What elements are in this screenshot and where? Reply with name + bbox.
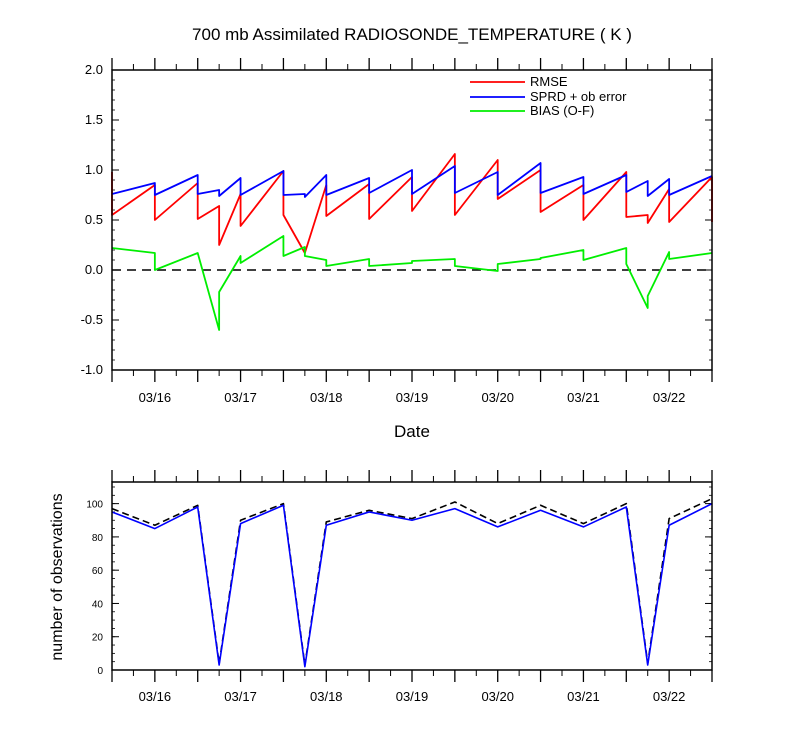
y-tick-label: 0 (97, 666, 103, 677)
legend-label-rmse: RMSE (530, 74, 568, 89)
y-tick-label: 0.0 (85, 262, 103, 277)
x-tick-label: 03/22 (653, 689, 686, 704)
y-tick-label: 20 (92, 633, 104, 644)
y-tick-label: -1.0 (81, 362, 103, 377)
x-tick-label: 03/21 (567, 390, 600, 405)
y-tick-label: 0.5 (85, 212, 103, 227)
y-tick-label: 1.0 (85, 162, 103, 177)
x-tick-label: 03/17 (224, 390, 257, 405)
x-axis-label: Date (394, 422, 430, 441)
y-tick-label: 60 (92, 566, 104, 577)
y-axis-label-observations: number of observations (49, 493, 66, 660)
top-axes: -1.0 -0.5 0.0 0.5 1.0 1.5 2.0 03/16 03/17 03/18 03… (81, 58, 713, 405)
y-tick-label: 2.0 (85, 62, 103, 77)
y-tick-label: 40 (92, 599, 104, 610)
series-line-bias-o-f (111, 235, 713, 331)
top-plot-frame (111, 69, 713, 371)
legend-label-sprd: SPRD + ob error (530, 89, 627, 104)
x-tick-label: 03/17 (224, 689, 257, 704)
y-tick-label: 100 (86, 500, 103, 511)
x-tick-label: 03/19 (396, 390, 429, 405)
bottom-plot-frame (111, 481, 713, 671)
chart-title: 700 mb Assimilated RADIOSONDE_TEMPERATUR… (192, 25, 632, 44)
x-tick-label: 03/20 (481, 390, 514, 405)
y-tick-label: -0.5 (81, 312, 103, 327)
legend: RMSE SPRD + ob error BIAS (O-F) (470, 74, 627, 118)
series-line-rmse (111, 153, 713, 254)
series-line-sprd-ob-error (111, 162, 713, 198)
legend-label-bias: BIAS (O-F) (530, 103, 594, 118)
x-tick-label: 03/19 (396, 689, 429, 704)
top-series-group (111, 153, 713, 331)
x-tick-label: 03/22 (653, 390, 686, 405)
bottom-axes: 0 20 40 60 80 100 03/16 03/17 03/18 03/19 03/20 03/… (86, 470, 713, 704)
y-tick-label: 80 (92, 533, 104, 544)
x-tick-label: 03/21 (567, 689, 600, 704)
bottom-series-group (111, 497, 713, 668)
x-tick-label: 03/16 (139, 689, 172, 704)
series-line-assimilated-observations (111, 502, 713, 668)
series-line-possible-observations (111, 497, 713, 666)
x-tick-label: 03/18 (310, 390, 343, 405)
x-tick-label: 03/16 (139, 390, 172, 405)
x-tick-label: 03/18 (310, 689, 343, 704)
top-panel: 700 mb Assimilated RADIOSONDE_TEMPERATUR… (81, 25, 713, 441)
x-tick-label: 03/20 (481, 689, 514, 704)
y-tick-label: 1.5 (85, 112, 103, 127)
bottom-panel: 0 20 40 60 80 100 03/16 03/17 03/18 03/19 03/20 03/… (49, 470, 713, 704)
